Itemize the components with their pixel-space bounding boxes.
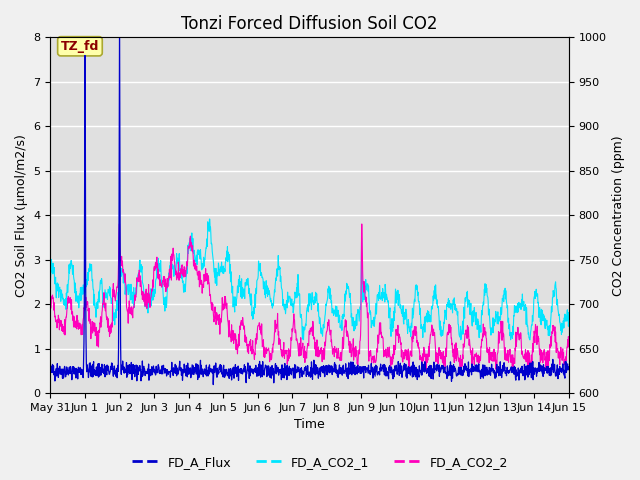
FD_A_CO2_2 — [422, 368, 430, 374]
FD_A_CO2_1 — [287, 301, 294, 307]
FD_A_Flux — [86, 368, 94, 373]
FD_A_CO2_2 — [342, 324, 349, 330]
Line: FD_A_CO2_1: FD_A_CO2_1 — [51, 219, 569, 340]
FD_A_CO2_1 — [565, 318, 573, 324]
FD_A_Flux — [287, 366, 295, 372]
FD_A_CO2_2 — [108, 320, 115, 326]
Y-axis label: CO2 Soil Flux (μmol/m2/s): CO2 Soil Flux (μmol/m2/s) — [15, 134, 28, 297]
FD_A_CO2_1 — [267, 296, 275, 301]
FD_A_CO2_2 — [86, 316, 94, 322]
FD_A_Flux — [47, 365, 54, 371]
FD_A_Flux — [565, 367, 573, 372]
FD_A_CO2_1 — [278, 285, 285, 290]
FD_A_Flux — [209, 382, 217, 387]
Line: FD_A_Flux: FD_A_Flux — [51, 20, 569, 384]
FD_A_CO2_1 — [47, 280, 54, 286]
FD_A_CO2_2 — [267, 350, 275, 356]
X-axis label: Time: Time — [294, 419, 325, 432]
FD_A_CO2_1 — [205, 216, 213, 222]
FD_A_CO2_1 — [108, 299, 115, 305]
FD_A_Flux — [342, 369, 350, 375]
FD_A_CO2_2 — [47, 306, 54, 312]
FD_A_Flux — [108, 360, 115, 366]
FD_A_CO2_2 — [565, 338, 573, 344]
Title: Tonzi Forced Diffusion Soil CO2: Tonzi Forced Diffusion Soil CO2 — [181, 15, 438, 33]
Line: FD_A_CO2_2: FD_A_CO2_2 — [51, 224, 569, 371]
FD_A_Flux — [267, 375, 275, 381]
Y-axis label: CO2 Concentration (ppm): CO2 Concentration (ppm) — [612, 135, 625, 296]
Text: TZ_fd: TZ_fd — [61, 40, 99, 53]
FD_A_CO2_1 — [342, 288, 350, 294]
FD_A_Flux — [116, 17, 124, 23]
FD_A_CO2_2 — [115, 221, 123, 227]
FD_A_Flux — [278, 363, 285, 369]
FD_A_CO2_1 — [300, 337, 307, 343]
FD_A_CO2_2 — [287, 344, 294, 350]
Legend: FD_A_Flux, FD_A_CO2_1, FD_A_CO2_2: FD_A_Flux, FD_A_CO2_1, FD_A_CO2_2 — [127, 451, 513, 474]
FD_A_CO2_1 — [86, 264, 94, 270]
FD_A_CO2_2 — [278, 350, 285, 356]
